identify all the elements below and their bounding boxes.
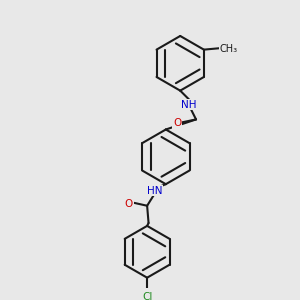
Text: Cl: Cl <box>142 292 152 300</box>
Text: NH: NH <box>181 100 196 110</box>
Text: O: O <box>125 199 133 209</box>
Text: CH₃: CH₃ <box>219 44 237 54</box>
Text: O: O <box>173 118 181 128</box>
Text: HN: HN <box>147 186 162 196</box>
